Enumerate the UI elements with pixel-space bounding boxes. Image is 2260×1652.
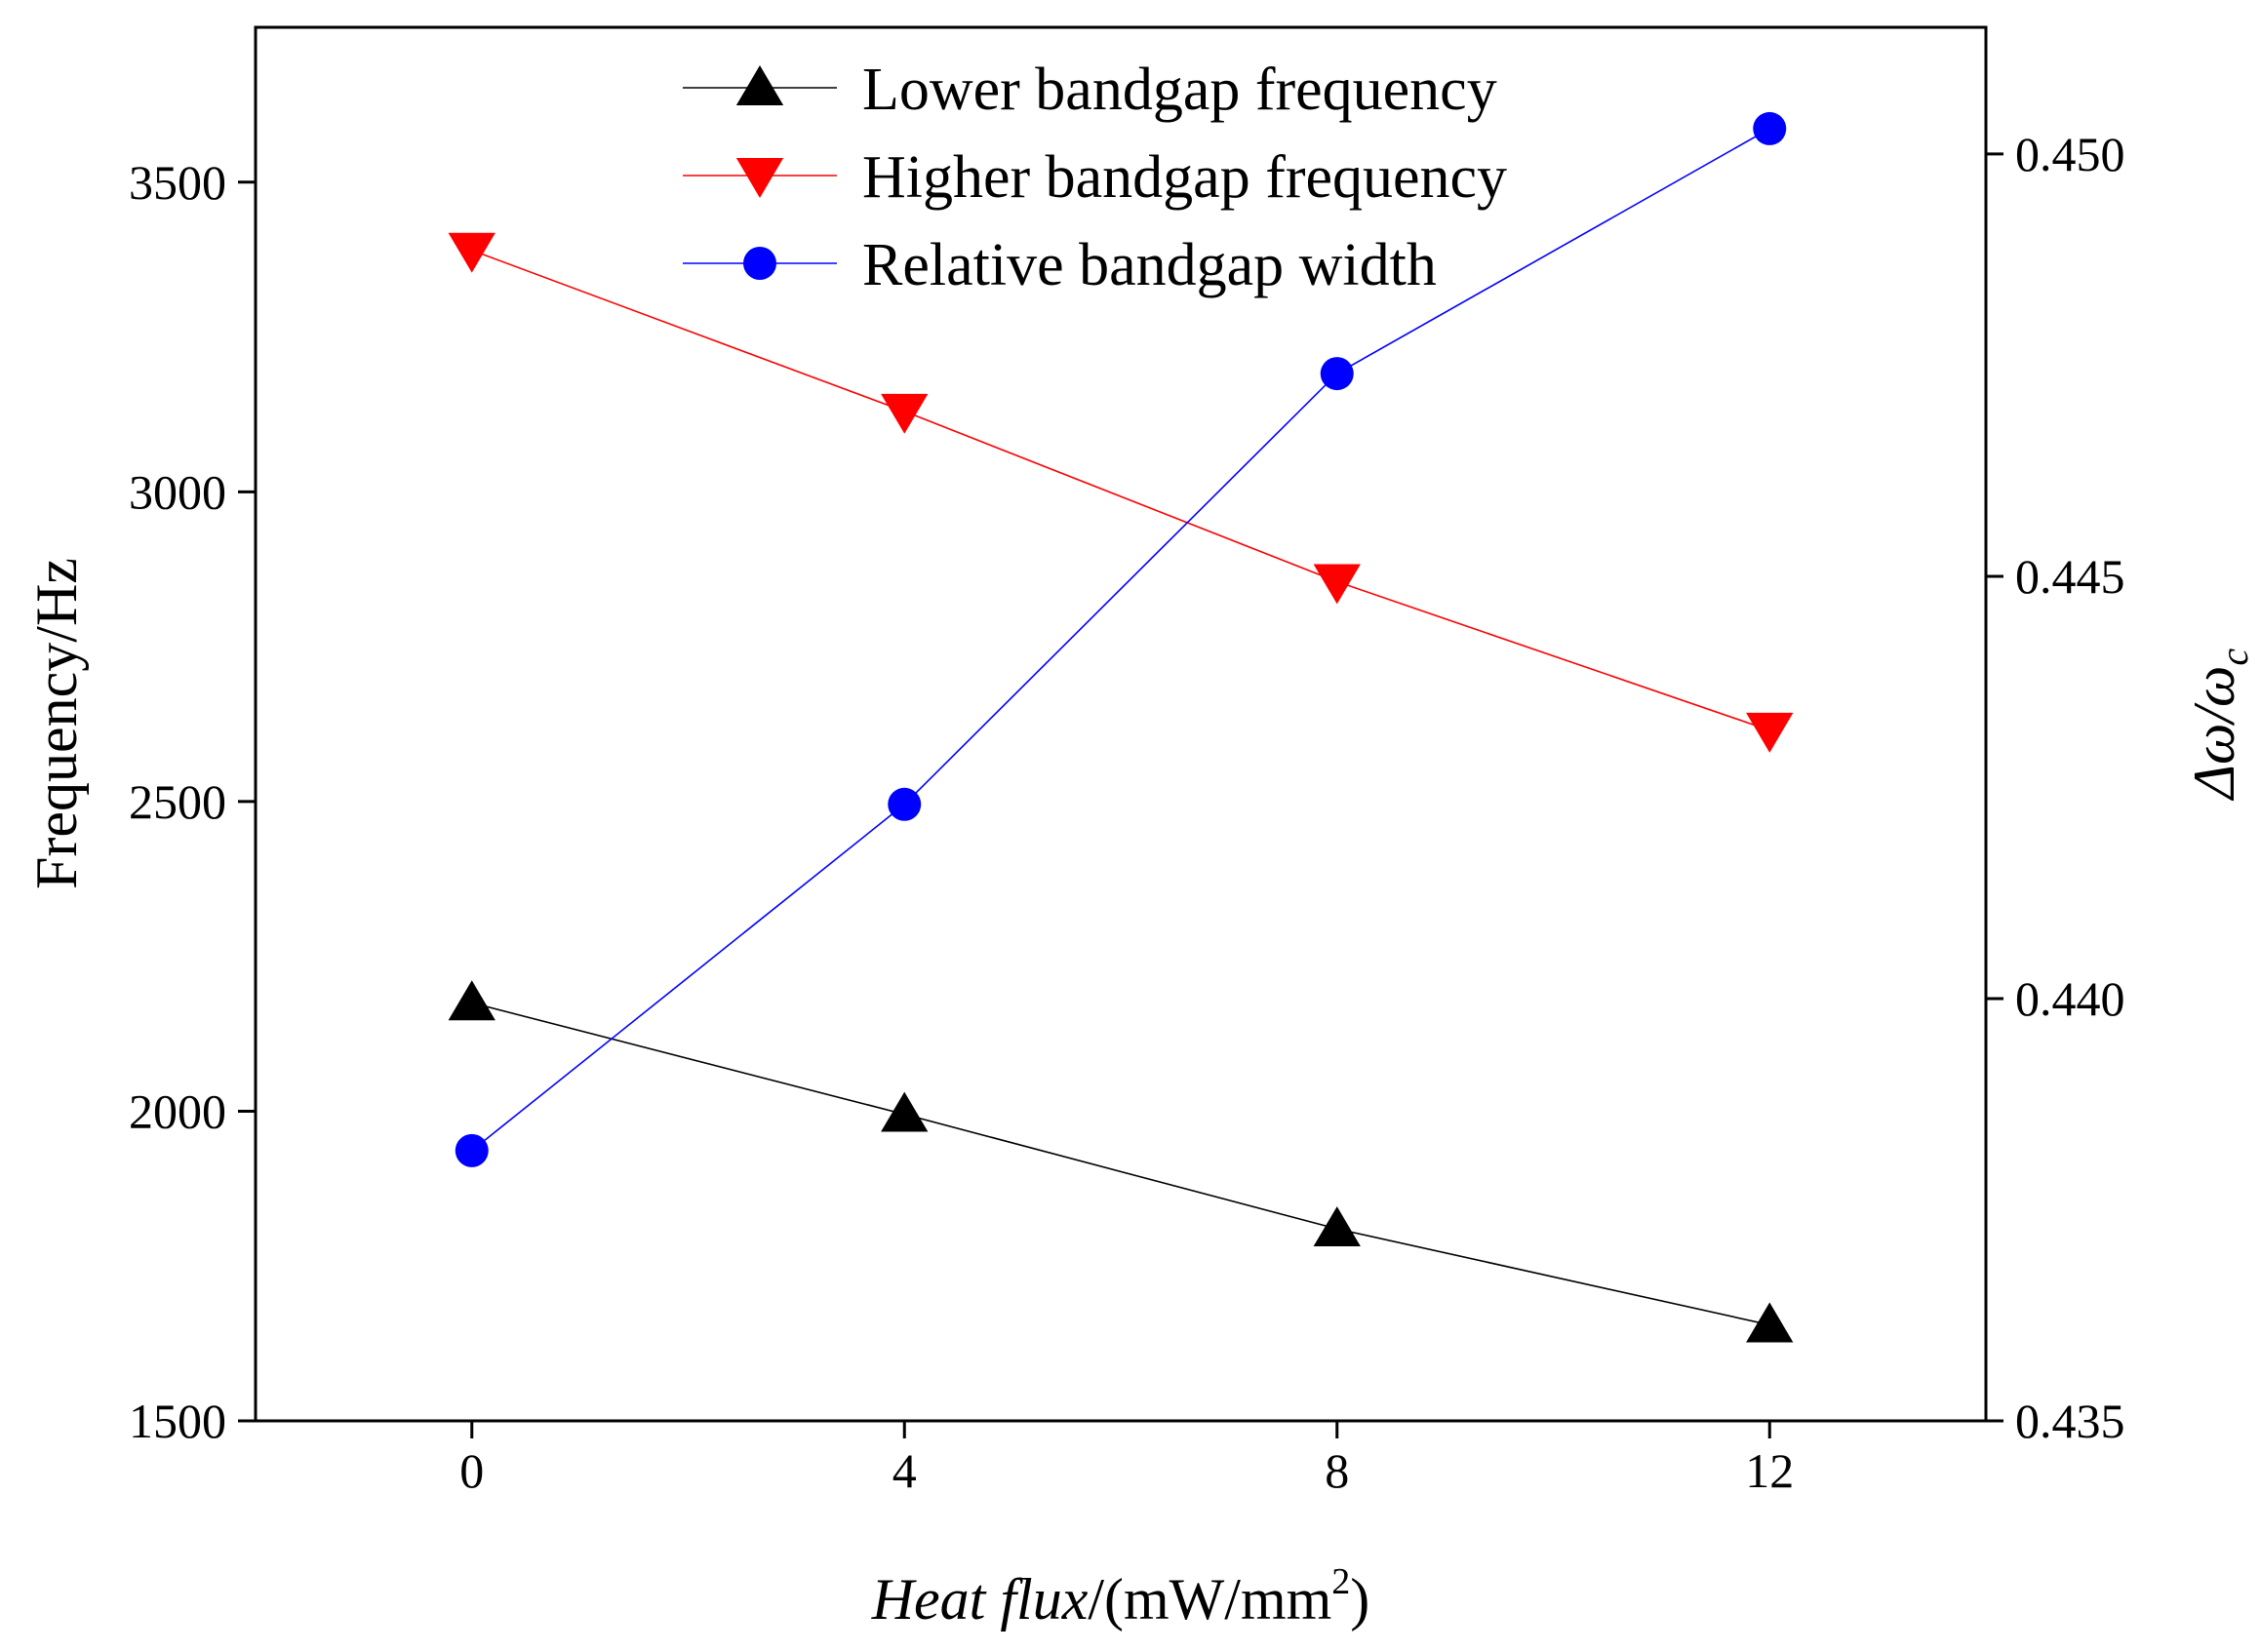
legend-marker-2	[743, 247, 776, 280]
x-tick-label-0: 0	[459, 1443, 484, 1498]
y2-tick-label-1: 0.440	[2015, 971, 2125, 1026]
x-tick-label-1: 4	[892, 1443, 917, 1498]
series-2-point-0	[455, 1133, 489, 1167]
y-tick-label-4: 3500	[129, 155, 226, 210]
series-layer	[448, 111, 1794, 1343]
series-1	[448, 232, 1794, 753]
series-0-point-2	[1313, 1206, 1361, 1247]
legend: Lower bandgap frequency Higher bandgap fr…	[683, 57, 1507, 298]
series-1-point-3	[1746, 712, 1794, 753]
y-tick-label-2: 2500	[129, 774, 226, 829]
y-tick-label-1: 2000	[129, 1083, 226, 1138]
legend-marker-1	[735, 158, 784, 198]
series-0-point-3	[1746, 1302, 1794, 1343]
series-1-point-1	[881, 393, 929, 434]
series-0-point-0	[448, 980, 496, 1021]
series-0	[448, 980, 1794, 1343]
series-1-point-2	[1313, 564, 1361, 605]
y-axis-title: Frequency/Hz	[24, 558, 89, 889]
x-axis-title-sup: 2	[1331, 1561, 1350, 1602]
y2-tick-label-3: 0.450	[2015, 127, 2125, 181]
axis-labels: Heat flux/(mW/mm2) Frequency/Hz Δω/ωc	[24, 558, 2256, 1632]
x-axis-title-close: )	[1350, 1567, 1369, 1632]
x-axis-title: Heat flux/(mW/mm2)	[871, 1561, 1370, 1632]
y2-tick-label-0: 0.435	[2015, 1394, 2125, 1448]
legend-label-1: Higher bandgap frequency	[862, 144, 1507, 211]
y2-axis-title-main: Δω/ω	[2182, 666, 2246, 802]
y-tick-label-3: 3000	[129, 464, 226, 519]
series-line-0	[471, 1002, 1770, 1326]
series-0-point-1	[881, 1091, 929, 1132]
x-tick-label-3: 12	[1745, 1443, 1794, 1498]
legend-label-2: Relative bandgap width	[862, 232, 1437, 298]
legend-label-0: Lower bandgap frequency	[862, 57, 1497, 123]
y-tick-label-0: 1500	[129, 1394, 226, 1448]
legend-marker-0	[735, 65, 784, 105]
y2-tick-label-2: 0.445	[2015, 549, 2125, 604]
y2-axis-title-sub: c	[2212, 649, 2256, 666]
series-line-1	[471, 249, 1770, 731]
x-axis-title-unit: /(mW/mm	[1088, 1567, 1331, 1632]
series-2	[455, 111, 1787, 1167]
axes-layer: 0 4 8 12 1500 2000 2500 3000 3500 0.435 0.440 0.445…	[129, 25, 2125, 1498]
x-axis-title-italic: Heat flux	[871, 1567, 1089, 1632]
series-2-point-2	[1320, 357, 1354, 391]
series-1-point-0	[448, 232, 496, 273]
series-2-point-3	[1753, 111, 1787, 145]
plot-frame	[254, 25, 1988, 1423]
y2-axis-title: Δω/ωc	[2182, 649, 2256, 802]
series-line-2	[471, 128, 1770, 1152]
series-2-point-1	[888, 787, 922, 821]
x-tick-label-2: 8	[1325, 1443, 1349, 1498]
